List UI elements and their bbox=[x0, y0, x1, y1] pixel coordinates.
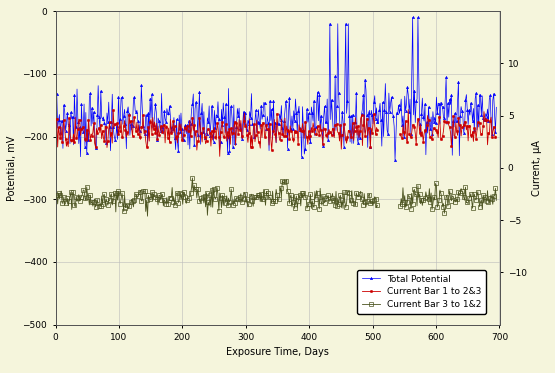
Current Bar 3 to 1&2 bbox=[493, 198, 500, 203]
Current Bar 3 to 1&2 bbox=[415, 184, 421, 188]
Current Bar 3 to 1&2 bbox=[315, 202, 322, 206]
Current Bar 1 to 2&3 bbox=[265, 127, 271, 131]
Total Potential bbox=[53, 92, 60, 97]
Current Bar 3 to 1&2 bbox=[53, 192, 60, 197]
Total Potential bbox=[416, 76, 422, 81]
Current Bar 3 to 1&2 bbox=[483, 198, 490, 203]
X-axis label: Exposure Time, Days: Exposure Time, Days bbox=[226, 347, 329, 357]
Current Bar 3 to 1&2 bbox=[262, 203, 269, 207]
Total Potential bbox=[392, 157, 398, 162]
Total Potential bbox=[410, 15, 416, 20]
Current Bar 1 to 2&3 bbox=[483, 118, 490, 122]
Current Bar 1 to 2&3 bbox=[291, 129, 298, 134]
Current Bar 3 to 1&2 bbox=[265, 191, 271, 195]
Total Potential bbox=[291, 119, 298, 123]
Y-axis label: Potential, mV: Potential, mV bbox=[7, 135, 17, 201]
Line: Current Bar 1 to 2&3: Current Bar 1 to 2&3 bbox=[56, 109, 498, 158]
Current Bar 1 to 2&3 bbox=[53, 116, 60, 121]
Line: Total Potential: Total Potential bbox=[56, 16, 498, 161]
Current Bar 3 to 1&2 bbox=[291, 206, 298, 211]
Current Bar 1 to 2&3 bbox=[262, 134, 269, 138]
Current Bar 1 to 2&3 bbox=[493, 135, 500, 139]
Current Bar 1 to 2&3 bbox=[315, 129, 322, 134]
Total Potential bbox=[493, 105, 500, 110]
Total Potential bbox=[262, 124, 269, 129]
Y-axis label: Current, μA: Current, μA bbox=[532, 140, 542, 196]
Current Bar 1 to 2&3 bbox=[415, 116, 421, 121]
Line: Current Bar 3 to 1&2: Current Bar 3 to 1&2 bbox=[56, 176, 498, 218]
Total Potential bbox=[315, 119, 322, 123]
Total Potential bbox=[265, 121, 271, 125]
Total Potential bbox=[484, 107, 491, 111]
Legend: Total Potential, Current Bar 1 to 2&3, Current Bar 3 to 1&2: Total Potential, Current Bar 1 to 2&3, C… bbox=[357, 270, 486, 314]
